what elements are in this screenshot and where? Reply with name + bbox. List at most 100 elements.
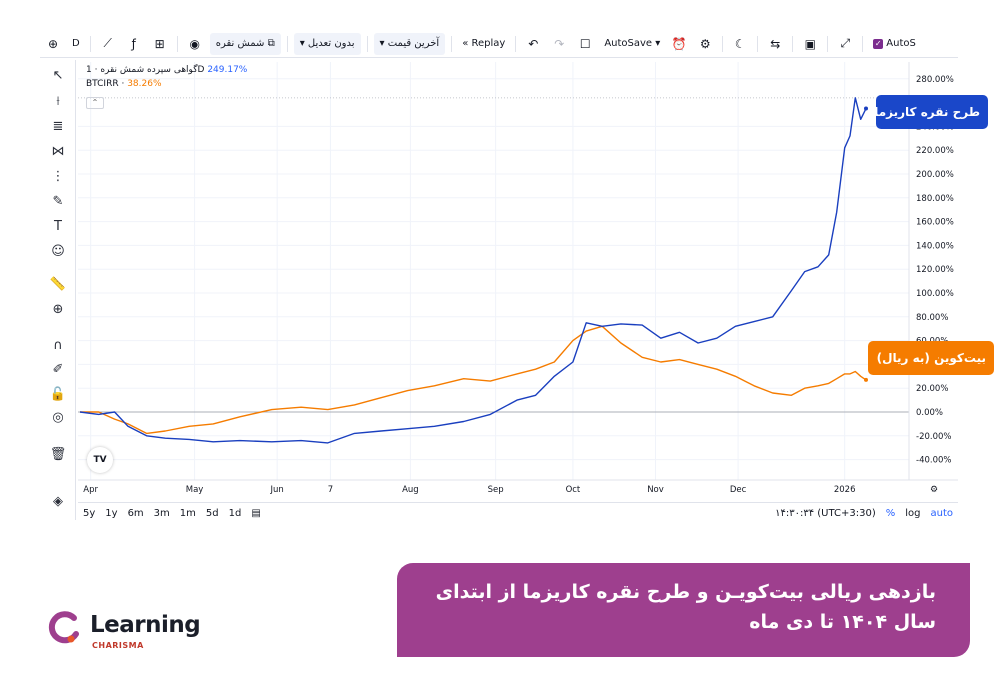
x-tick-label: Oct	[566, 485, 581, 495]
legend-series1-interval: 1D	[86, 65, 205, 75]
toolbar-divider	[515, 35, 517, 52]
toolbar-divider	[286, 35, 288, 52]
price-type-dropdown[interactable]: ▾ آخرین قیمت	[373, 32, 446, 55]
replay-button[interactable]: « Replay	[462, 38, 506, 49]
pattern-icon[interactable]: ⋈	[51, 144, 65, 159]
auto-toggle[interactable]: auto	[930, 508, 953, 519]
add-symbol-icon[interactable]: ⊕	[47, 36, 59, 51]
ruler-icon[interactable]: 📏	[49, 277, 67, 292]
price-type-label: آخرین قیمت	[387, 38, 440, 49]
layout-icon[interactable]: ☐	[579, 36, 591, 51]
y-tick-label: 160.00%	[916, 218, 954, 228]
bitcoin-callout: بیت‌کوین (به ریال)	[868, 341, 994, 375]
date-range-calendar-icon[interactable]: ▤	[251, 508, 261, 519]
x-tick-label: May	[186, 485, 204, 495]
indicators-icon[interactable]: ƒ	[131, 36, 136, 51]
range-1m[interactable]: 1m	[179, 508, 196, 519]
tradingview-logo[interactable]: TV	[87, 447, 113, 473]
hide-eye-icon[interactable]: ◎	[52, 410, 64, 425]
log-toggle[interactable]: log	[905, 508, 921, 519]
unlock-icon[interactable]: 🔓	[49, 387, 67, 402]
prediction-icon[interactable]: ⋮	[51, 169, 65, 184]
legend-series1-name: گواهی سپرده شمش نقره	[100, 65, 198, 75]
adjustment-dropdown[interactable]: ▾ بدون تعدیل	[293, 32, 361, 55]
redo-icon[interactable]: ↷	[554, 36, 565, 51]
layers-icon[interactable]: ◈	[53, 494, 63, 509]
undo-icon[interactable]: ↶	[528, 36, 539, 51]
x-tick-label: Nov	[647, 485, 664, 495]
legend-row-silver[interactable]: گواهی سپرده شمش نقره · 1D 249.17%	[86, 65, 248, 75]
toolbar-divider	[792, 35, 794, 52]
legend-row-btc[interactable]: BTCIRR · 38.26%	[86, 79, 162, 89]
y-tick-label: 0.00%	[916, 408, 943, 418]
chart-type-icon[interactable]: ⟋	[103, 36, 112, 50]
checkbox-icon: ✓	[873, 38, 884, 49]
logo-word: Learning	[90, 612, 201, 638]
x-tick-label: Apr	[83, 485, 98, 495]
fullscreen-icon[interactable]: ⤢	[840, 36, 851, 50]
range-5d[interactable]: 5d	[205, 508, 219, 519]
range-6m[interactable]: 6m	[127, 508, 144, 519]
cursor-icon[interactable]: ↖	[52, 68, 64, 83]
legend-series2-name: BTCIRR	[86, 79, 119, 89]
legend-series2-pct: 38.26%	[127, 79, 162, 89]
y-tick-label: 220.00%	[916, 146, 954, 156]
axis-settings-icon: ⚙	[930, 485, 938, 495]
share-icon[interactable]: ⇆	[770, 36, 781, 51]
x-tick-label: Dec	[730, 485, 747, 495]
x-tick-label: Jun	[270, 485, 284, 495]
brush-icon[interactable]: ✎	[52, 194, 64, 209]
series-legend: گواهی سپرده شمش نقره · 1D 249.17% BTCIRR…	[86, 63, 247, 110]
snapshot-icon[interactable]: ▣	[804, 36, 816, 51]
x-tick-label: 7	[328, 485, 333, 495]
magnet-icon[interactable]: ∩	[53, 338, 63, 353]
x-tick-label: 2026	[834, 485, 856, 495]
x-tick-label: Sep	[488, 485, 504, 495]
toolbar-divider	[366, 35, 368, 52]
trash-icon[interactable]: 🗑	[49, 447, 67, 462]
compare-symbol-button[interactable]: شمش نقره ⧉	[209, 32, 281, 55]
collapse-legend-icon[interactable]: ⌃	[86, 97, 104, 109]
lock-pencil-icon[interactable]: ✐	[52, 362, 64, 377]
caption-banner: بازدهی ریالی بیت‌کویـن و طرح نقره کاریزم…	[397, 563, 970, 657]
legend-series1-pct: 249.17%	[207, 65, 248, 75]
y-tick-label: 180.00%	[916, 194, 954, 204]
range-5y[interactable]: 5y	[83, 508, 96, 519]
zoom-in-icon[interactable]: ⊕	[52, 302, 64, 317]
y-tick-label: 280.00%	[916, 75, 954, 85]
alert-icon[interactable]: ⏰	[671, 36, 687, 51]
drawing-tools-sidebar: ↖ ⟊ ≣ ⋈ ⋮ ✎ T ☺ 📏 ⊕ ∩ ✐ 🔓 ◎ 🗑 ◈	[40, 60, 76, 520]
caption-line-1: بازدهی ریالی بیت‌کویـن و طرح نقره کاریزم…	[435, 581, 936, 603]
interval-button[interactable]: D	[72, 38, 80, 49]
compare-symbol-label: شمش نقره	[215, 38, 265, 49]
range-3m[interactable]: 3m	[153, 508, 170, 519]
autosave-dropdown[interactable]: AutoSave ▾	[604, 38, 661, 49]
trend-line-icon[interactable]: ⟊	[56, 94, 60, 109]
toolbar-divider	[862, 35, 864, 52]
series-btc-line	[80, 325, 867, 435]
text-tool-icon[interactable]: T	[54, 219, 62, 234]
percent-toggle[interactable]: %	[885, 508, 896, 519]
toolbar-divider	[757, 35, 759, 52]
y-tick-label: 140.00%	[916, 241, 954, 251]
logo-mark-icon	[48, 611, 79, 644]
theme-moon-icon[interactable]: ☾	[734, 36, 746, 51]
range-1d[interactable]: 1d	[228, 508, 242, 519]
toolbar-divider	[722, 35, 724, 52]
templates-icon[interactable]: ⊞	[154, 36, 165, 51]
eye-icon[interactable]: ◉	[189, 36, 200, 51]
caption-line-2: سال ۱۴۰۴ تا دی ماه	[749, 611, 936, 633]
autoscale-toggle[interactable]: ✓ AutoS	[869, 33, 920, 55]
autosave-label: AutoSave	[604, 38, 653, 49]
timezone-clock[interactable]: ۱۴:۳۰:۳۴ (UTC+3:30)	[775, 508, 876, 519]
fib-lines-icon[interactable]: ≣	[52, 119, 64, 134]
toolbar-divider	[827, 35, 829, 52]
series-btc-last-point	[864, 377, 868, 382]
charisma-learning-logo: Learning CHARISMA	[46, 610, 216, 658]
emoji-icon[interactable]: ☺	[51, 244, 65, 259]
settings-icon[interactable]: ⚙	[699, 36, 711, 51]
toolbar-divider	[451, 35, 453, 52]
range-1y[interactable]: 1y	[105, 508, 118, 519]
top-toolbar: ⊕ D ⟋ ƒ ⊞ ◉ شمش نقره ⧉ ▾ بدون تعدیل ▾ آخ…	[40, 30, 958, 58]
